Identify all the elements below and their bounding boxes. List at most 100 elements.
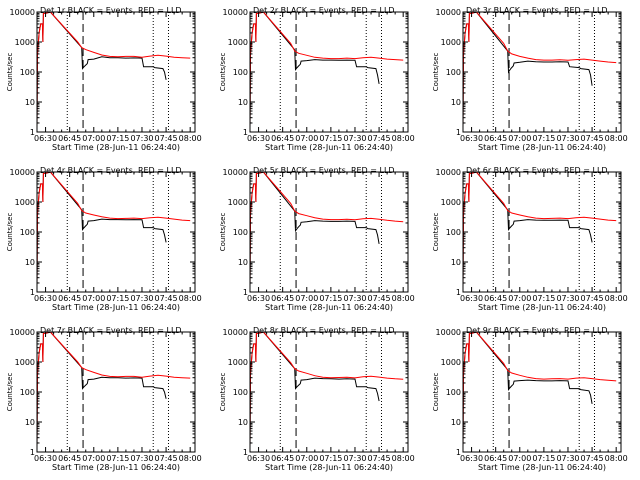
y-tick-label: 10 (25, 258, 35, 267)
x-tick-label: 08:00 (392, 294, 415, 303)
panel-data-area (250, 12, 404, 127)
lld-series-line (250, 332, 404, 447)
lld-series-line (250, 172, 404, 287)
x-tick-label: 06:45 (271, 294, 294, 303)
y-tick-label: 10000 (436, 328, 461, 337)
panel-data-area (37, 12, 191, 127)
x-tick-label: 07:15 (106, 294, 129, 303)
y-tick-label: 1 (243, 448, 248, 457)
y-tick-label: 1000 (228, 198, 248, 207)
x-tick-label: 06:30 (460, 134, 483, 143)
y-tick-label: 100 (20, 228, 35, 237)
x-tick-label: 08:00 (392, 454, 415, 463)
y-tick-label: 10 (238, 98, 248, 107)
y-tick-label: 1 (456, 288, 461, 297)
x-tick-label: 07:15 (106, 134, 129, 143)
lld-series-line (37, 332, 191, 447)
x-tick-label: 06:30 (247, 454, 270, 463)
y-tick-label: 1 (243, 288, 248, 297)
x-axis-label: Start Time (28-Jun-11 06:24:40) (265, 303, 393, 312)
y-tick-label: 1000 (441, 38, 461, 47)
y-tick-label: 10000 (223, 328, 248, 337)
x-tick-label: 08:00 (605, 294, 628, 303)
x-axis-label: Start Time (28-Jun-11 06:24:40) (478, 463, 606, 472)
y-axis-label: Counts/sec (6, 213, 14, 252)
x-tick-label: 07:30 (556, 134, 579, 143)
x-tick-label: 07:30 (343, 454, 366, 463)
lld-series-line (37, 172, 191, 287)
panel-data-area (463, 12, 617, 127)
panel-data-area (463, 332, 617, 447)
x-tick-label: 06:30 (34, 294, 57, 303)
x-tick-label: 06:45 (484, 454, 507, 463)
y-tick-label: 100 (20, 388, 35, 397)
lld-series-line (463, 332, 617, 447)
x-tick-label: 08:00 (179, 454, 202, 463)
y-tick-label: 1 (30, 448, 35, 457)
x-axis-label: Start Time (28-Jun-11 06:24:40) (265, 463, 393, 472)
panel-title: Det 9r BLACK = Events, RED = LLD (466, 326, 608, 335)
y-axis-label: Counts/sec (432, 53, 440, 92)
y-tick-label: 10000 (10, 8, 35, 17)
lld-series-line (463, 172, 617, 287)
panel-det-8: 1 10 100 1000 10000 06:30 06:45 07:00 07:15 07:30… (219, 326, 415, 472)
x-tick-label: 06:30 (247, 134, 270, 143)
x-tick-label: 07:00 (82, 454, 105, 463)
y-tick-label: 10 (451, 258, 461, 267)
x-tick-label: 07:00 (295, 454, 318, 463)
y-tick-label: 100 (233, 68, 248, 77)
y-tick-label: 1 (456, 448, 461, 457)
panel-title: Det 3r BLACK = Events, RED = LLD (466, 6, 608, 15)
x-tick-label: 07:45 (155, 134, 178, 143)
x-tick-label: 07:45 (368, 294, 391, 303)
y-tick-label: 1000 (228, 38, 248, 47)
x-tick-label: 07:30 (556, 294, 579, 303)
x-axis-label: Start Time (28-Jun-11 06:24:40) (265, 143, 393, 152)
panel-data-area (250, 332, 404, 447)
x-tick-label: 07:00 (82, 294, 105, 303)
y-tick-label: 1000 (15, 198, 35, 207)
x-tick-label: 08:00 (179, 134, 202, 143)
x-tick-label: 06:30 (34, 454, 57, 463)
x-tick-label: 07:15 (319, 294, 342, 303)
x-axis-label: Start Time (28-Jun-11 06:24:40) (52, 303, 180, 312)
y-tick-label: 100 (20, 68, 35, 77)
y-tick-label: 10000 (223, 8, 248, 17)
x-axis-label: Start Time (28-Jun-11 06:24:40) (52, 143, 180, 152)
y-tick-label: 10 (238, 258, 248, 267)
y-tick-label: 1 (243, 128, 248, 137)
panel-det-6: 1 10 100 1000 10000 06:30 06:45 07:00 07:15 07:30… (432, 166, 628, 312)
x-tick-label: 08:00 (179, 294, 202, 303)
panel-title: Det 6r BLACK = Events, RED = LLD (466, 166, 608, 175)
x-tick-label: 07:15 (319, 134, 342, 143)
y-axis-label: Counts/sec (432, 373, 440, 412)
x-tick-label: 06:45 (58, 454, 81, 463)
x-tick-label: 07:00 (508, 454, 531, 463)
x-tick-label: 07:15 (106, 454, 129, 463)
y-tick-label: 10000 (223, 168, 248, 177)
x-tick-label: 07:30 (130, 454, 153, 463)
x-tick-label: 07:45 (581, 454, 604, 463)
panel-title: Det 4r BLACK = Events, RED = LLD (40, 166, 182, 175)
y-tick-label: 10 (451, 98, 461, 107)
x-tick-label: 07:30 (130, 294, 153, 303)
y-axis-label: Counts/sec (219, 373, 227, 412)
panel-det-4: 1 10 100 1000 10000 06:30 06:45 07:00 07:15 07:30… (6, 166, 202, 312)
x-tick-label: 06:45 (271, 454, 294, 463)
x-tick-label: 07:15 (532, 454, 555, 463)
y-tick-label: 1000 (15, 358, 35, 367)
y-tick-label: 10 (25, 98, 35, 107)
x-tick-label: 07:45 (155, 454, 178, 463)
panel-title: Det 7r BLACK = Events, RED = LLD (40, 326, 182, 335)
x-tick-label: 07:45 (368, 134, 391, 143)
y-axis-label: Counts/sec (432, 213, 440, 252)
y-tick-label: 10 (238, 418, 248, 427)
panel-title: Det 5r BLACK = Events, RED = LLD (253, 166, 395, 175)
panel-det-3: 1 10 100 1000 10000 06:30 06:45 07:00 07:15 07:30… (432, 6, 628, 152)
y-tick-label: 10 (451, 418, 461, 427)
lld-series-line (250, 12, 404, 127)
x-tick-label: 08:00 (605, 134, 628, 143)
y-tick-label: 100 (446, 68, 461, 77)
